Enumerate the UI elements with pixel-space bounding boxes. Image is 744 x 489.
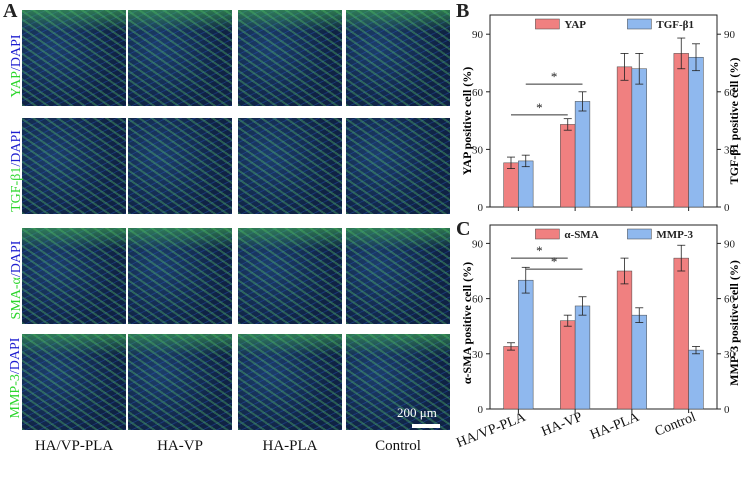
chart-c-category-label: HA-PLA	[588, 409, 642, 442]
chart-b-ytick-label-left: 90	[472, 29, 484, 41]
chart-b-ytick-label-right: 60	[724, 87, 736, 99]
micrograph-tissue-edge	[238, 10, 342, 32]
micrograph-r4-c2	[128, 334, 232, 430]
micrograph-texture	[128, 118, 232, 214]
scale-bar-label: 200 μm	[397, 405, 437, 420]
chart-b-frame	[489, 14, 718, 208]
micrograph-texture	[346, 118, 450, 214]
micrograph-r3-c1	[22, 228, 126, 324]
chart-c-significance-star: *	[551, 254, 558, 269]
chart-b-ylabel: YAP positive cell (%)	[460, 67, 474, 176]
chart-b-ytick-label-left: 0	[478, 202, 484, 214]
row-label-mmp: MMP-3/DAPI	[8, 337, 23, 419]
chart-c-bar-secondary	[574, 305, 591, 410]
chart-c-frame	[489, 224, 718, 410]
micrograph-r4-c4	[346, 334, 450, 430]
chart-c-ylabel: α-SMA positive cell (%)	[460, 262, 474, 384]
column-label-ha-pla: HA-PLA	[262, 438, 318, 454]
chart-b-bar-primary	[673, 53, 689, 208]
chart-b-bar-secondary	[574, 101, 591, 208]
chart-c-legend-swatch	[627, 228, 652, 240]
micrograph-r1-c3	[238, 10, 342, 106]
micrograph-r4-c3	[238, 334, 342, 430]
panel-b-letter: B	[456, 0, 470, 22]
micrograph-tissue-edge	[22, 10, 126, 32]
row-label-tgf: TGF-β1/DAPI	[9, 130, 24, 212]
micrograph-tissue-edge	[128, 334, 232, 356]
chart-b-bar-secondary	[631, 68, 647, 208]
chart-b-legend-label: TGF-β1	[656, 19, 694, 31]
panel-a-letter: A	[3, 0, 18, 22]
micrograph-tissue-edge	[238, 334, 342, 356]
chart-b-bar-secondary	[688, 56, 704, 208]
micrograph-r2-c3	[238, 118, 342, 214]
micrograph-r3-c2	[128, 228, 232, 324]
chart-c-category-label: HA/VP-PLA	[454, 409, 528, 451]
micrograph-r2-c2	[128, 118, 232, 214]
panel-c-letter: C	[456, 218, 471, 240]
chart-c-legend-label: MMP-3	[656, 229, 693, 241]
micrograph-tissue-edge	[22, 228, 126, 250]
micrograph-r2-c4	[346, 118, 450, 214]
chart-c-ytick-label-right: 0	[724, 404, 730, 416]
chart-b-bar-secondary	[518, 160, 534, 208]
micrograph-tissue-edge	[22, 334, 126, 356]
micrograph-texture	[22, 118, 126, 214]
chart-c-bar-primary	[616, 270, 633, 410]
chart-c-ytick-label-right: 90	[724, 238, 736, 250]
micrograph-tissue-edge	[128, 10, 232, 32]
micrograph-r4-c1	[22, 334, 126, 430]
chart-b-ytick-label-left: 60	[472, 87, 484, 99]
chart-b-bar-primary	[503, 162, 519, 208]
micrograph-tissue-edge	[346, 334, 450, 356]
chart-b-significance-star: *	[551, 69, 558, 84]
micrograph-r3-c4	[346, 228, 450, 324]
chart-b-legend-swatch	[535, 18, 560, 30]
chart-b-legend-label: YAP	[564, 19, 586, 31]
chart-c-legend-label: α-SMA	[564, 229, 598, 241]
chart-b-ylabel-right: TGF-β1 positive cell (%)	[727, 58, 741, 185]
chart-b-ytick-label-left: 30	[472, 144, 484, 156]
row-label-sma: SMA-α/DAPI	[9, 240, 24, 320]
micrograph-r2-c1	[22, 118, 126, 214]
column-label-ha-vp-pla: HA/VP-PLA	[34, 438, 114, 454]
micrograph-texture	[238, 118, 342, 214]
micrograph-r1-c1	[22, 10, 126, 106]
chart-c-category-label: HA-VP	[539, 410, 584, 440]
micrograph-tissue-edge	[346, 228, 450, 250]
chart-c-ytick-label-left: 0	[478, 404, 484, 416]
chart-c-ytick-label-left: 30	[472, 349, 484, 361]
chart-b-significance-star: *	[536, 100, 543, 115]
chart-b-legend-swatch	[627, 18, 652, 30]
chart-c-ytick-label-right: 30	[724, 349, 736, 361]
micrograph-r3-c3	[238, 228, 342, 324]
chart-c-bar-secondary	[688, 349, 704, 410]
chart-b-ytick-label-right: 0	[724, 202, 730, 214]
chart-c-ytick-label-left: 60	[472, 294, 484, 306]
chart-c-significance-star: *	[536, 243, 543, 258]
chart-c-bar-secondary	[518, 279, 534, 410]
micrograph-tissue-edge	[238, 228, 342, 250]
scale-bar	[412, 424, 440, 428]
column-label-control: Control	[375, 438, 421, 454]
chart-c-ytick-label-left: 90	[472, 238, 484, 250]
row-label-yap: YAP/DAPI	[9, 34, 24, 98]
micrograph-r1-c4	[346, 10, 450, 106]
micrograph-tissue-edge	[346, 10, 450, 32]
micrograph-tissue-edge	[128, 228, 232, 250]
chart-c-ylabel-right: MMP-3 positive cell (%)	[727, 260, 741, 386]
chart-c-category-label: Control	[653, 410, 698, 440]
chart-c-legend-swatch	[535, 228, 560, 240]
chart-c-bar-primary	[560, 320, 576, 410]
chart-c-bar-primary	[503, 346, 519, 410]
chart-c-bar-primary	[673, 257, 689, 410]
column-label-ha-vp: HA-VP	[157, 438, 203, 454]
chart-c-ytick-label-right: 60	[724, 294, 736, 306]
chart-c-bar-secondary	[631, 314, 647, 410]
micrograph-r1-c2	[128, 10, 232, 106]
chart-b-ytick-label-right: 90	[724, 29, 736, 41]
chart-b-bar-primary	[616, 66, 633, 208]
chart-b-ytick-label-right: 30	[724, 144, 736, 156]
chart-b-bar-primary	[560, 124, 576, 208]
